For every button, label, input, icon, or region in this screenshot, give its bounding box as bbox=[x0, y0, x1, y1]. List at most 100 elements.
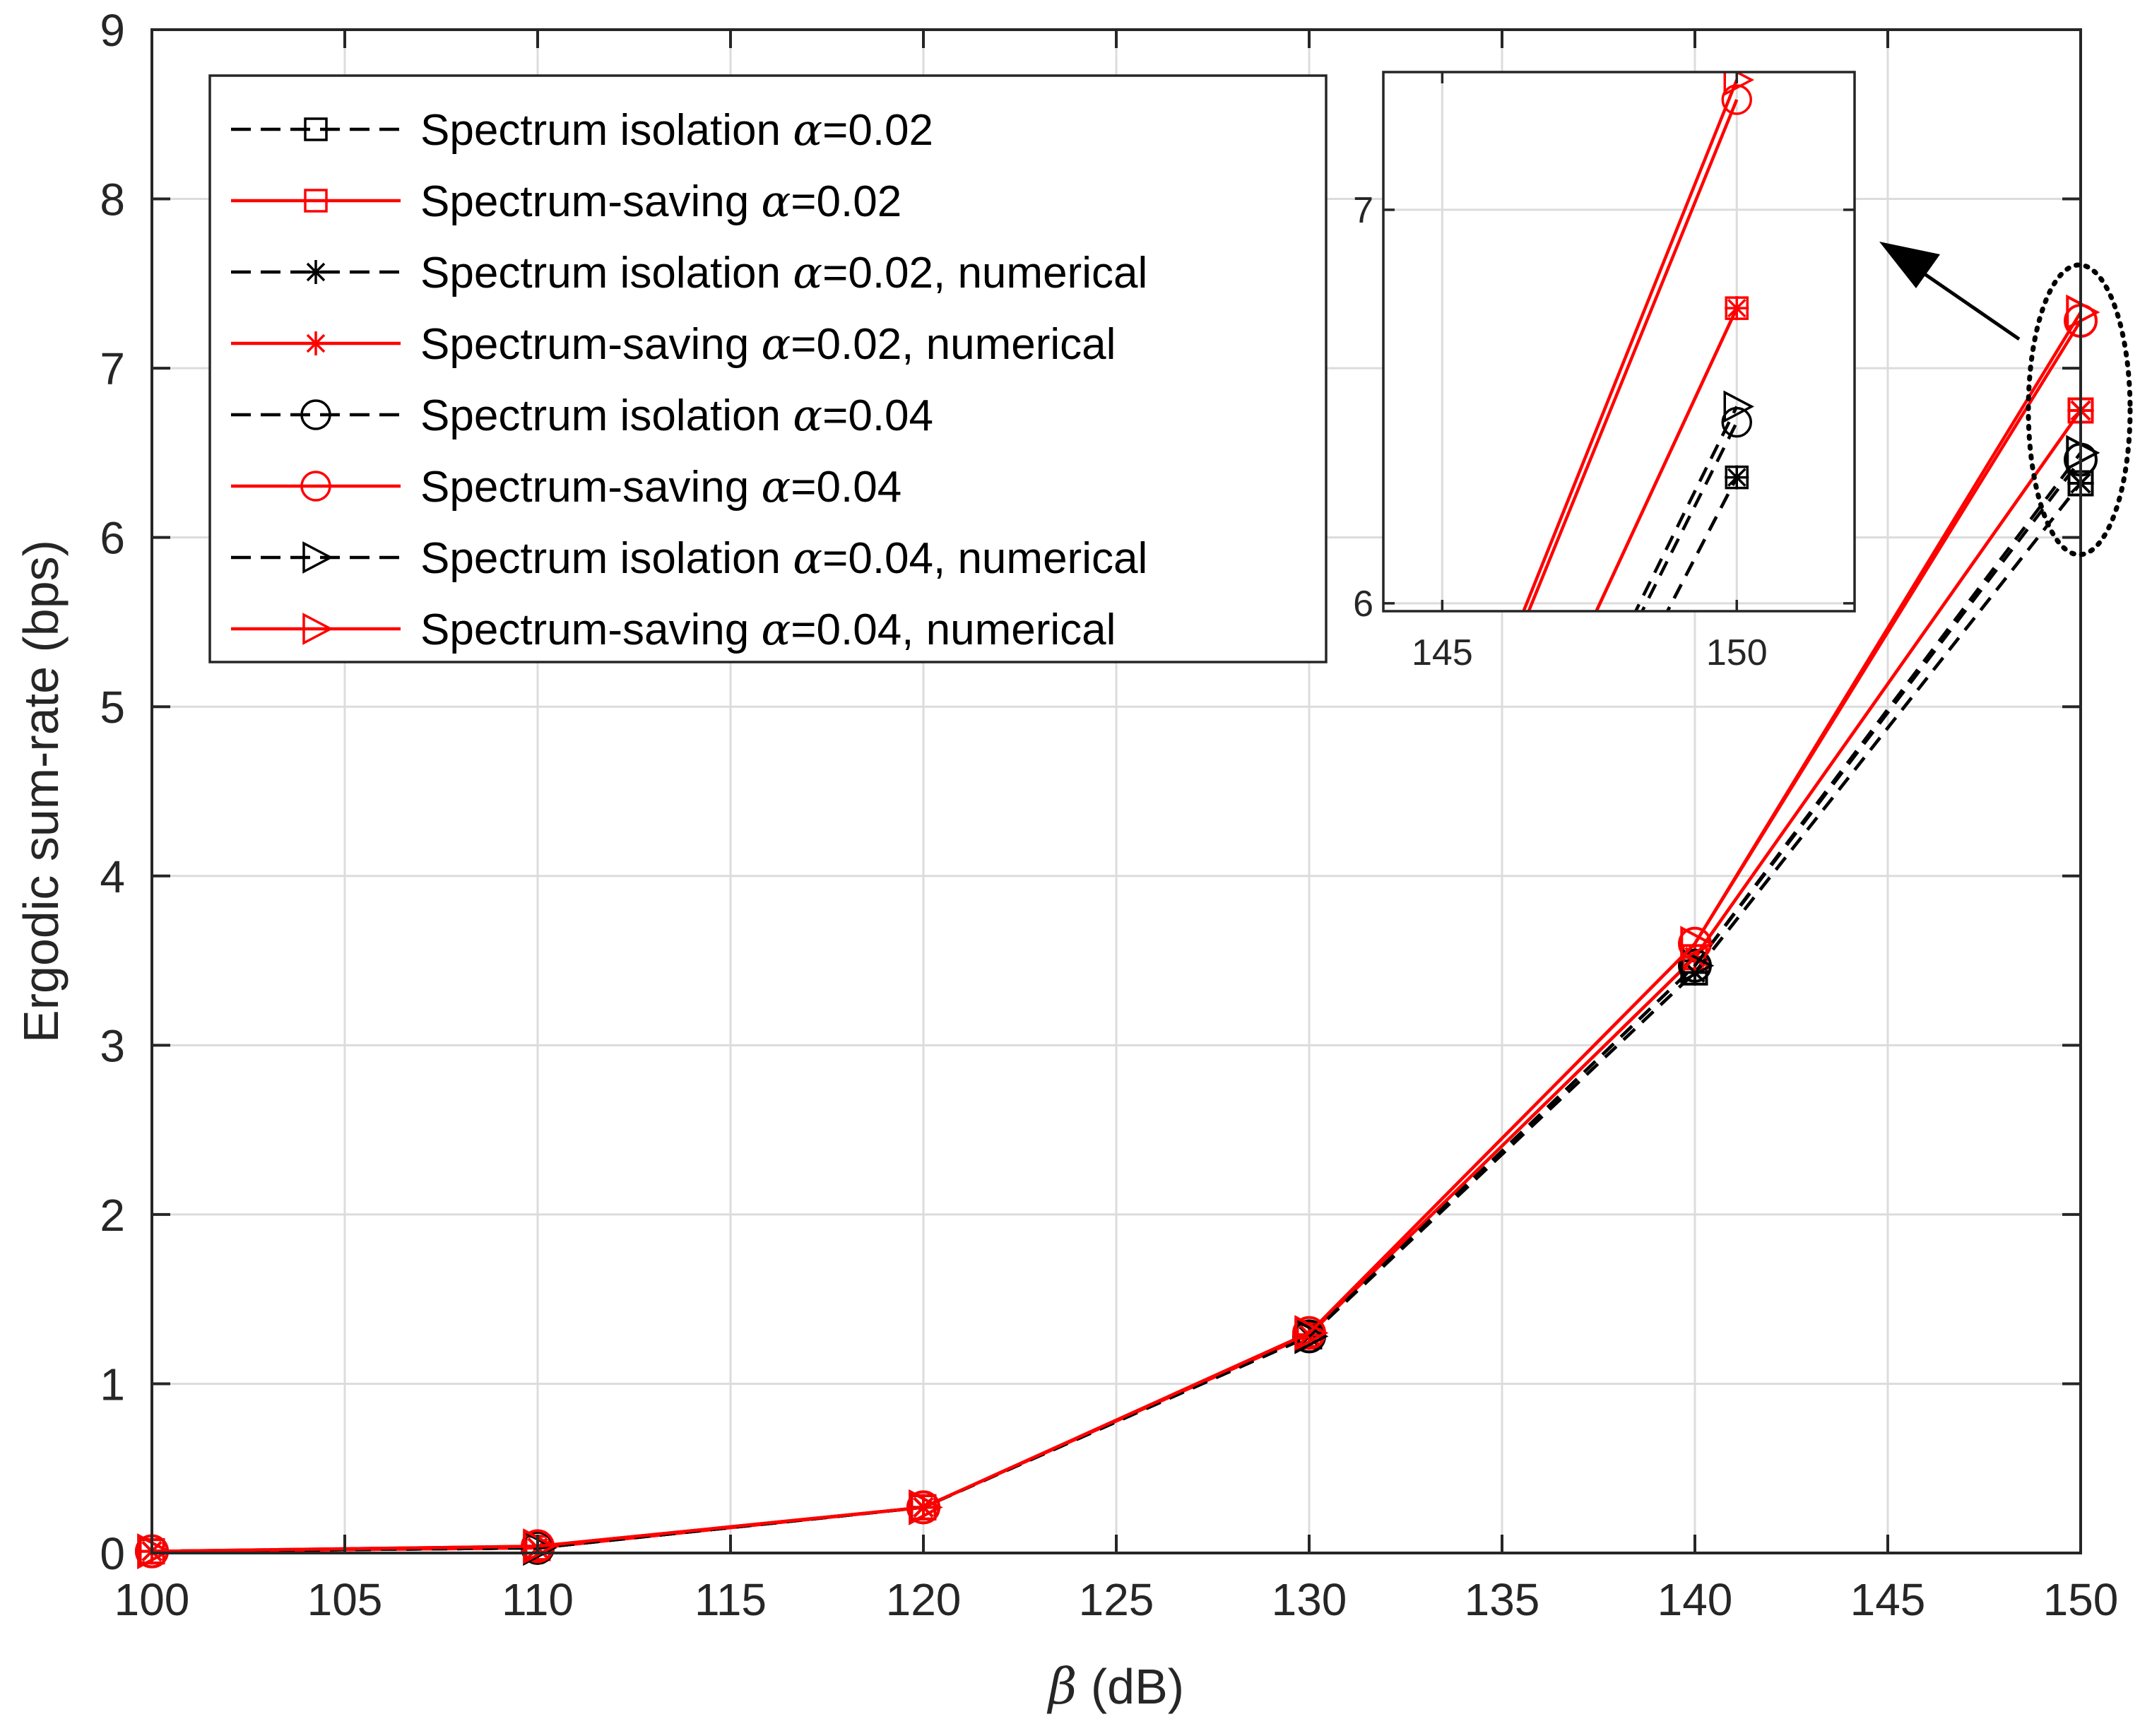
legend-label-name: Spectrum isolation bbox=[420, 249, 793, 297]
data-point bbox=[2066, 294, 2100, 331]
inset-series-line bbox=[1522, 79, 1739, 611]
inset-plot: 145 150 6 7 bbox=[1353, 71, 1856, 673]
x-axis-symbol: β bbox=[1046, 1658, 1077, 1716]
x-tick-label-125: 125 bbox=[1079, 1574, 1154, 1625]
legend-label-alpha-value: =0.04, numerical bbox=[822, 534, 1147, 583]
legend-label-name: Spectrum-saving bbox=[420, 606, 761, 654]
legend-marker bbox=[302, 613, 333, 645]
legend-box bbox=[208, 74, 1328, 663]
legend-label-name: Spectrum isolation bbox=[420, 391, 793, 440]
y-tick-label-7: 7 bbox=[100, 343, 125, 394]
data-point bbox=[909, 1489, 943, 1525]
legend-label-alpha-symbol: α bbox=[793, 532, 822, 584]
data-point bbox=[1294, 1315, 1329, 1351]
legend-label-alpha-symbol: α bbox=[793, 104, 822, 155]
x-tick-label-115: 115 bbox=[694, 1574, 767, 1625]
y-tick-label-3: 3 bbox=[100, 1020, 125, 1071]
inset-x-tick-label-150: 150 bbox=[1706, 632, 1768, 673]
inset-y-tick-label-6: 6 bbox=[1353, 584, 1373, 625]
legend-marker-stroke bbox=[306, 333, 326, 353]
legend-label: Spectrum-saving α=0.02 bbox=[420, 175, 901, 227]
x-tick-label-120: 120 bbox=[886, 1574, 962, 1625]
legend-label-alpha-symbol: α bbox=[761, 175, 791, 227]
legend-marker bbox=[300, 399, 331, 430]
data-point bbox=[137, 1533, 172, 1569]
inset-series-3 bbox=[1665, 465, 1749, 611]
legend-label: Spectrum-saving α=0.02, numerical bbox=[420, 318, 1116, 370]
y-tick-label-5: 5 bbox=[100, 682, 125, 733]
legend-marker bbox=[300, 471, 331, 502]
series-line bbox=[151, 451, 2082, 1553]
legend-label-name: Spectrum isolation bbox=[420, 106, 793, 155]
main-axis-ticks: 100 105 110 115 120 125 130 135 140 145 150 0 1 2 3 4 5 6… bbox=[100, 5, 2118, 1625]
inset-data-point bbox=[1725, 296, 1749, 321]
legend-entry-1: Spectrum isolation α=0.02 bbox=[231, 104, 933, 155]
legend-label-name: Spectrum-saving bbox=[420, 177, 761, 226]
zoom-arrow-shaft bbox=[1920, 270, 2021, 341]
inset-frame bbox=[1382, 71, 1856, 613]
y-tick-label-4: 4 bbox=[100, 851, 125, 902]
x-tick-label-110: 110 bbox=[502, 1574, 574, 1625]
inset-data-point-stroke bbox=[1727, 298, 1746, 318]
legend-label: Spectrum isolation α=0.02, numerical bbox=[420, 247, 1147, 298]
inset-series-line bbox=[1595, 307, 1739, 611]
y-axis-label: Ergodic sum-rate (bps) bbox=[13, 540, 69, 1043]
legend-marker bbox=[304, 260, 328, 284]
legend-marker bbox=[304, 331, 328, 355]
legend-marker bbox=[304, 117, 328, 141]
data-point bbox=[2066, 435, 2100, 471]
y-tick-label-0: 0 bbox=[100, 1528, 125, 1579]
legend-label-name: Spectrum isolation bbox=[420, 534, 793, 583]
inset-series-7 bbox=[1633, 390, 1755, 611]
legend-label: Spectrum isolation α=0.04, numerical bbox=[420, 532, 1147, 584]
x-tick-label-105: 105 bbox=[307, 1574, 383, 1625]
legend-entry-5: Spectrum isolation α=0.04 bbox=[231, 389, 933, 441]
y-tick-label-9: 9 bbox=[100, 5, 125, 56]
legend-entry-2: Spectrum-saving α=0.02 bbox=[231, 175, 901, 227]
y-tick-label-1: 1 bbox=[100, 1359, 125, 1410]
x-tick-label-135: 135 bbox=[1465, 1574, 1540, 1625]
legend-label-name: Spectrum-saving bbox=[420, 463, 761, 512]
legend-label: Spectrum isolation α=0.04 bbox=[420, 389, 933, 441]
y-tick-label-2: 2 bbox=[100, 1190, 125, 1241]
legend-label-alpha-value: =0.04, numerical bbox=[791, 606, 1116, 654]
legend-label-alpha-symbol: α bbox=[793, 247, 822, 298]
x-axis-label: β (dB) bbox=[1046, 1658, 1184, 1716]
axis-labels: β (dB) Ergodic sum-rate (bps) bbox=[13, 540, 1184, 1716]
inset-series-line bbox=[1527, 99, 1739, 611]
x-tick-label-150: 150 bbox=[2043, 1574, 2119, 1625]
legend-marker bbox=[304, 189, 328, 213]
legend-label: Spectrum-saving α=0.04 bbox=[420, 461, 901, 512]
legend-label-name: Spectrum-saving bbox=[420, 320, 761, 369]
inset-data-point-stroke bbox=[1727, 468, 1746, 487]
legend-label-alpha-symbol: α bbox=[793, 389, 822, 441]
y-tick-label-6: 6 bbox=[100, 513, 125, 564]
inset-y-tick-label-7: 7 bbox=[1353, 190, 1373, 231]
x-tick-label-145: 145 bbox=[1850, 1574, 1926, 1625]
legend-label-alpha-symbol: α bbox=[761, 461, 791, 512]
zoom-annotation bbox=[1879, 242, 2133, 557]
main-series-layer bbox=[135, 294, 2100, 1569]
zoom-arrow-head bbox=[1879, 242, 1940, 288]
inset-data-point bbox=[1725, 465, 1749, 490]
legend-label-alpha-value: =0.02 bbox=[791, 177, 901, 226]
legend-label-alpha-value: =0.02, numerical bbox=[791, 320, 1116, 369]
inset-series-4 bbox=[1595, 296, 1749, 611]
series-8-spectrum-saving-alpha-0-04-numerical bbox=[137, 294, 2100, 1569]
legend-entry-6: Spectrum-saving α=0.04 bbox=[231, 461, 901, 512]
legend-label-alpha-value: =0.02, numerical bbox=[822, 249, 1147, 297]
legend-label: Spectrum-saving α=0.04, numerical bbox=[420, 603, 1116, 655]
x-tick-label-100: 100 bbox=[114, 1574, 190, 1625]
x-axis-unit: (dB) bbox=[1077, 1659, 1184, 1714]
legend-entry-4: Spectrum-saving α=0.02, numerical bbox=[231, 318, 1116, 370]
legend-label: Spectrum isolation α=0.02 bbox=[420, 104, 933, 155]
zoom-ellipse bbox=[2026, 262, 2133, 557]
x-tick-label-140: 140 bbox=[1657, 1574, 1733, 1625]
inset-data-point bbox=[1721, 84, 1752, 115]
series-line bbox=[151, 311, 2082, 1553]
legend-label-alpha-symbol: α bbox=[761, 318, 791, 370]
legend-entry-3: Spectrum isolation α=0.02, numerical bbox=[231, 247, 1147, 298]
data-point bbox=[1680, 926, 1715, 962]
legend-marker-stroke bbox=[306, 262, 326, 282]
